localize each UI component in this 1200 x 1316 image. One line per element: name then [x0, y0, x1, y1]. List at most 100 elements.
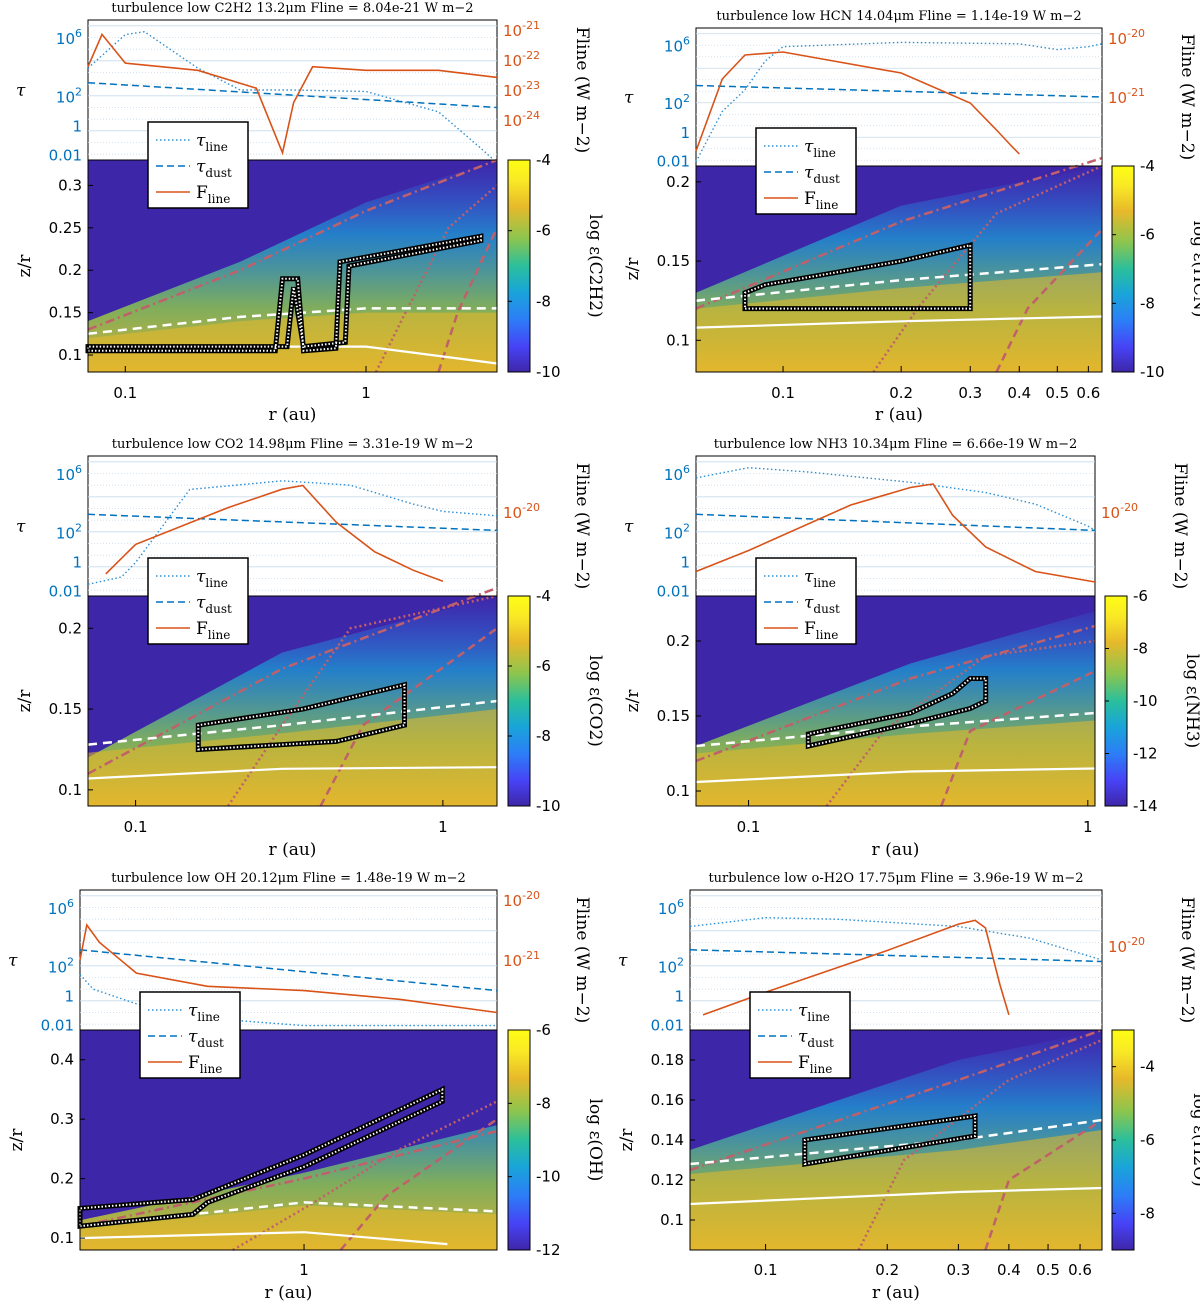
map-axes-frame — [695, 595, 1096, 807]
map-axes-frame — [87, 595, 498, 807]
fline-axis-label: Fline (W m−2) — [572, 27, 592, 153]
fline-axis-label: Fline (W m−2) — [1177, 34, 1197, 160]
tau-tick-label: 102 — [658, 955, 684, 976]
panel-title: turbulence low NH3 10.34μm Fline = 6.66e… — [714, 437, 1078, 452]
fline-series — [79, 923, 498, 1014]
x-tick-label: 0.1 — [771, 384, 795, 402]
tau-axis-label: τ — [624, 517, 634, 537]
colorbar-tick-label: -10 — [536, 797, 561, 815]
colorbar-tick-label: -4 — [536, 151, 551, 169]
colorbar-tick-label: -12 — [536, 1241, 561, 1259]
tau-one-dashed-line — [695, 262, 1103, 302]
tau-tick-label: 106 — [664, 35, 690, 56]
x-axis-label: r (au) — [872, 1283, 920, 1303]
panel-co2: turbulence low CO2 14.98μm Fline = 3.31e… — [15, 437, 605, 860]
x-axis-label: r (au) — [269, 405, 317, 425]
panel-title: turbulence low OH 20.12μm Fline = 1.48e-… — [111, 871, 466, 886]
fline-tick-label: 10-20 — [1108, 27, 1145, 48]
colorbar-tick-label: -6 — [536, 1021, 551, 1039]
temperature-contour-dashdot — [695, 156, 1103, 310]
tau-tick-label: 0.01 — [41, 1017, 74, 1035]
colorbar-tick-label: -8 — [536, 292, 551, 310]
tau-line-series — [87, 30, 498, 164]
tau-tick-label: 102 — [664, 521, 690, 542]
tau-one-dashed-line — [87, 307, 497, 336]
tau-tick-label: 102 — [56, 85, 82, 106]
tau-tick-label: 1 — [72, 117, 82, 135]
x-tick-label: 0.2 — [889, 384, 913, 402]
tau-tick-label: 106 — [56, 463, 82, 484]
tau-axis-label: τ — [618, 951, 628, 971]
x-axis-label: r (au) — [875, 405, 923, 425]
map-axes-frame — [87, 159, 498, 373]
colorbar-label: log ε(OH) — [585, 1099, 605, 1182]
y-tick-label: 0.1 — [58, 346, 82, 364]
tau-tick-label: 1 — [674, 987, 684, 1005]
fline-tick-label: 10-21 — [503, 949, 540, 970]
x-tick-label: 0.2 — [875, 1261, 899, 1279]
tau-line-series — [695, 41, 1103, 163]
y-tick-label: 0.2 — [50, 1170, 74, 1188]
tau-tick-label: 1 — [680, 124, 690, 142]
y-tick-label: 0.15 — [49, 700, 82, 718]
colorbar-tick-label: -4 — [1140, 157, 1155, 175]
x-tick-label: 0.4 — [1007, 384, 1031, 402]
emitting-region-dots — [87, 235, 482, 352]
colorbar-label: log ε(HCN) — [1189, 221, 1200, 318]
colorbar-tick-label: -8 — [536, 727, 551, 745]
y-axis-label: z/r — [15, 254, 35, 278]
y-tick-label: 0.12 — [651, 1171, 684, 1189]
y-axis-label: z/r — [7, 1128, 27, 1152]
x-axis-label: r (au) — [269, 840, 317, 860]
x-axis-label: r (au) — [872, 840, 920, 860]
fline-tick-label: 10-23 — [503, 79, 540, 100]
tau-tick-label: 106 — [658, 897, 684, 918]
fline-tick-label: 10-21 — [503, 19, 540, 40]
x-tick-label: 1 — [361, 384, 371, 402]
colorbar-tick-label: -8 — [1140, 1204, 1155, 1222]
temperature-contour-dotted — [232, 1100, 498, 1252]
x-axis-label: r (au) — [265, 1283, 313, 1303]
y-tick-label: 0.3 — [58, 176, 82, 194]
legend-box — [755, 557, 857, 645]
y-tick-label: 0.3 — [50, 1110, 74, 1128]
tau-tick-label: 106 — [48, 897, 74, 918]
y-tick-label: 0.1 — [660, 1211, 684, 1229]
legend-label-tau-line: τline — [804, 137, 836, 160]
emitting-region-dots — [803, 1114, 977, 1166]
colorbar-label: log ε(NH3) — [1182, 654, 1200, 749]
tau-one-solid-line — [79, 1231, 448, 1246]
tau-tick-label: 106 — [664, 463, 690, 484]
tau-axis-label: τ — [8, 951, 18, 971]
tau-tick-label: 102 — [56, 521, 82, 542]
tau-tick-label: 1 — [680, 553, 690, 571]
tau-axis-label: τ — [16, 517, 26, 537]
colorbar-tick-label: -6 — [536, 657, 551, 675]
fline-tick-label: 10-20 — [503, 501, 540, 522]
colorbar-tick-label: -6 — [1133, 587, 1148, 605]
colorbar-tick-label: -10 — [536, 1168, 561, 1186]
emitting-region-dots — [744, 243, 972, 310]
map-axes-frame — [79, 1029, 498, 1251]
colorbar-label: log ε(C2H2) — [585, 214, 605, 318]
x-tick-label: 1 — [438, 818, 448, 836]
colorbar-tick-label: -4 — [536, 587, 551, 605]
panel-c2h2: turbulence low C2H2 13.2μm Fline = 8.04e… — [15, 1, 605, 425]
colorbar-tick-label: -14 — [1133, 797, 1158, 815]
temperature-contour-dotted — [825, 639, 1096, 807]
panel-nh3: turbulence low NH3 10.34μm Fline = 6.66e… — [623, 437, 1200, 860]
y-tick-label: 0.15 — [657, 707, 690, 725]
tau-one-solid-line — [695, 767, 1096, 784]
x-tick-label: 0.4 — [997, 1261, 1021, 1279]
panel-o-h2o: turbulence low o-H2O 17.75μm Fline = 3.9… — [617, 871, 1200, 1303]
colorbar-label: log ε(CO2) — [585, 655, 605, 747]
temperature-contour-dotted — [227, 594, 498, 807]
legend-label-tau-dust: τdust — [798, 1027, 834, 1050]
legend-label-tau-line: τline — [188, 1001, 220, 1024]
abundance-layer — [80, 1030, 497, 1250]
fline-series — [695, 483, 1096, 583]
colorbar-tick-label: -8 — [1133, 640, 1148, 658]
temperature-contour-dashdot — [695, 624, 1096, 763]
tau-line-series — [79, 974, 497, 1027]
